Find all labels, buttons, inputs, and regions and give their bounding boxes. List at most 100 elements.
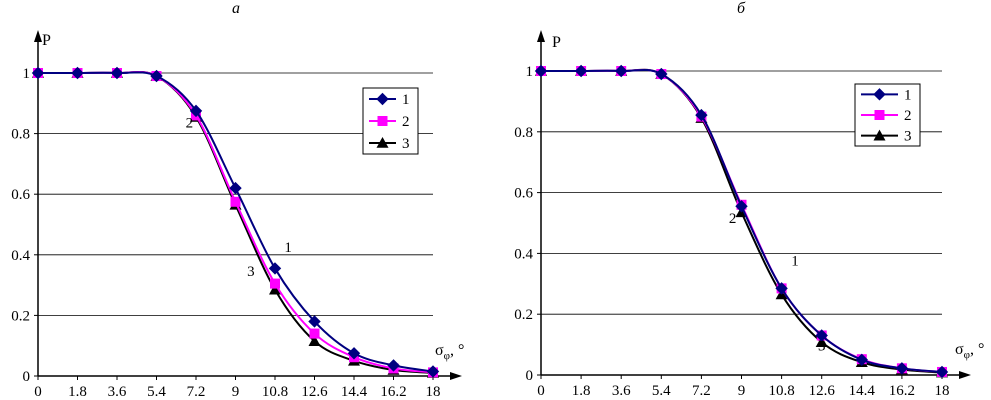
data-point xyxy=(935,365,949,379)
y-axis-arrow xyxy=(34,30,42,42)
data-point xyxy=(426,365,440,378)
curve-label: 3 xyxy=(247,264,255,280)
y-tick-label: 0 xyxy=(526,368,534,384)
y-axis-title: P xyxy=(552,34,561,51)
data-point xyxy=(534,64,548,78)
x-axis-title-unit: , ° xyxy=(970,341,984,358)
x-tick-label: 18 xyxy=(426,384,441,400)
legend-item-1: 1 xyxy=(369,92,410,108)
curve-label: 1 xyxy=(284,240,292,256)
legend-label: 3 xyxy=(402,136,410,152)
y-tick-label: 0.2 xyxy=(514,307,533,323)
curve-label: 2 xyxy=(729,211,737,227)
y-tick-label: 1 xyxy=(526,64,534,80)
data-point xyxy=(268,262,282,275)
x-axis-title-symbol: σ xyxy=(435,342,444,359)
data-point xyxy=(269,283,281,295)
legend-item-3: 3 xyxy=(369,136,410,152)
data-point xyxy=(695,108,708,122)
panel-label: а xyxy=(232,0,240,17)
x-tick-label: 7.2 xyxy=(692,383,711,399)
chart-panel-b: б 0 0.2 0.4 0.6 0.8 1 0 1.8 3.6 5.4 7.2 9 10.8 12.6 14.… xyxy=(514,0,984,399)
x-axis-title: σφ, ° xyxy=(955,341,984,361)
series-1 xyxy=(534,64,949,379)
data-point xyxy=(308,315,321,328)
legend-label: 2 xyxy=(402,114,410,130)
x-tick-label: 16.2 xyxy=(380,384,406,400)
x-axis-title-unit: , ° xyxy=(450,342,464,359)
data-point xyxy=(150,69,163,83)
legend-item-1: 1 xyxy=(861,87,912,103)
series-1 xyxy=(31,66,440,378)
data-point xyxy=(189,104,203,118)
legend-marker xyxy=(873,88,886,101)
data-point xyxy=(71,66,84,80)
y-tick-label: 0.6 xyxy=(11,187,30,203)
x-tick-label: 1.8 xyxy=(68,384,87,400)
data-point xyxy=(110,66,124,80)
data-point xyxy=(308,335,321,346)
y-tick-label: 0.4 xyxy=(11,248,30,264)
data-point xyxy=(309,328,320,339)
legend-marker xyxy=(873,129,886,141)
x-tick-label: 3.6 xyxy=(108,384,127,400)
data-point xyxy=(387,359,400,372)
data-point xyxy=(574,64,588,78)
x-tick-label: 5.4 xyxy=(147,384,166,400)
x-axis-title-subscript: φ xyxy=(444,350,450,362)
x-tick-label: 7.2 xyxy=(187,384,206,400)
legend-label: 1 xyxy=(402,92,410,108)
x-tick-label: 14.4 xyxy=(849,383,876,399)
legend-item-2: 2 xyxy=(369,114,410,130)
legend-marker xyxy=(376,137,389,148)
data-point xyxy=(230,196,241,207)
x-tick-label: 10.8 xyxy=(262,384,288,400)
data-point xyxy=(735,200,748,213)
y-tick-label: 0.8 xyxy=(11,127,30,143)
x-tick-label: 16.2 xyxy=(889,383,915,399)
x-tick-label: 1.8 xyxy=(572,383,591,399)
y-tick-label: 0.6 xyxy=(514,186,533,202)
data-point xyxy=(895,362,909,375)
y-axis-title: P xyxy=(42,32,51,49)
y-axis-arrow xyxy=(537,30,545,42)
data-point xyxy=(614,64,628,78)
x-tick-label: 3.6 xyxy=(612,383,631,399)
panel-label: б xyxy=(737,0,746,17)
x-axis-arrow xyxy=(959,371,971,379)
x-axis-title: σφ, ° xyxy=(435,342,464,362)
curve-label: 1 xyxy=(791,254,799,270)
data-point xyxy=(775,282,788,295)
legend-item-2: 2 xyxy=(861,108,912,124)
x-tick-label: 0 xyxy=(34,384,42,400)
y-tick-label: 1 xyxy=(23,66,31,82)
x-axis-arrow xyxy=(450,372,462,380)
x-tick-label: 12.6 xyxy=(809,383,836,399)
x-tick-label: 18 xyxy=(935,383,950,399)
x-axis-title-symbol: σ xyxy=(955,341,964,358)
x-tick-label: 14.4 xyxy=(341,384,368,400)
data-point xyxy=(855,353,869,367)
legend-item-3: 3 xyxy=(861,129,912,145)
x-tick-label: 9 xyxy=(738,383,746,399)
data-point xyxy=(270,278,280,289)
legend-marker xyxy=(377,116,388,126)
legend: 1 2 3 xyxy=(854,83,921,147)
data-point xyxy=(31,66,45,80)
y-tick-label: 0 xyxy=(23,369,31,385)
x-tick-label: 0 xyxy=(537,383,545,399)
y-tick-label: 0.8 xyxy=(514,125,533,141)
legend-label: 2 xyxy=(904,108,912,124)
data-point xyxy=(655,67,668,81)
chart-panel-a: а 0 0.2 0.4 0.6 0.8 1 0 1.8 3.6 5.4 7.2 9 10.8 12.6 14.… xyxy=(11,0,464,400)
x-axis-title-subscript: φ xyxy=(964,349,970,361)
x-tick-label: 10.8 xyxy=(768,383,794,399)
curve-label: 2 xyxy=(186,116,194,132)
legend: 1 2 3 xyxy=(362,87,419,155)
x-tick-label: 12.6 xyxy=(301,384,328,400)
data-point xyxy=(229,181,242,195)
curve-label: 3 xyxy=(818,339,826,355)
x-tick-label: 9 xyxy=(232,384,240,400)
data-point xyxy=(815,329,828,342)
